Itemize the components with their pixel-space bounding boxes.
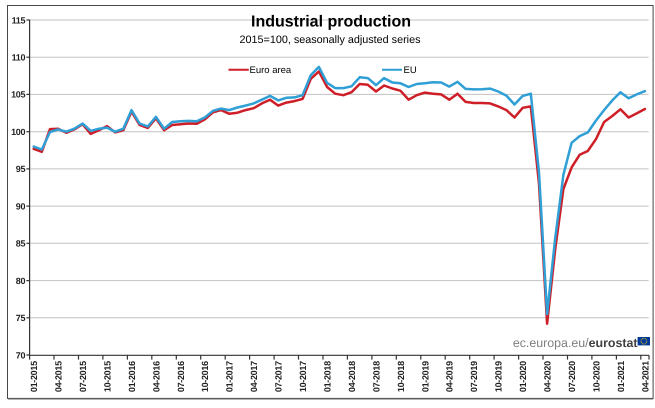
svg-text:01-2017: 01-2017 [225,361,235,392]
svg-text:Industrial production: Industrial production [251,14,411,31]
svg-text:10-2020: 10-2020 [591,361,601,392]
svg-text:07-2016: 07-2016 [176,361,186,392]
svg-text:01-2018: 01-2018 [323,361,333,392]
svg-text:ec.europa.eu/eurostat: ec.europa.eu/eurostat [513,336,638,350]
svg-text:10-2018: 10-2018 [396,361,406,392]
svg-text:2015=100, seasonally adjusted: 2015=100, seasonally adjusted series [240,34,422,46]
svg-text:04-2020: 04-2020 [543,361,553,392]
svg-text:01-2019: 01-2019 [420,361,430,392]
svg-text:01-2021: 01-2021 [616,361,626,392]
svg-text:07-2017: 07-2017 [274,361,284,392]
svg-text:01-2016: 01-2016 [127,361,137,392]
svg-text:04-2015: 04-2015 [54,361,64,392]
svg-text:100: 100 [11,127,25,137]
svg-text:110: 110 [12,53,26,63]
svg-text:90: 90 [16,201,26,211]
svg-text:10-2016: 10-2016 [200,361,210,392]
svg-text:80: 80 [16,276,26,286]
svg-text:75: 75 [16,313,26,323]
svg-text:04-2016: 04-2016 [151,361,161,392]
svg-text:10-2017: 10-2017 [298,361,308,392]
svg-text:95: 95 [16,164,26,174]
svg-text:04-2019: 04-2019 [445,361,455,392]
svg-text:01-2015: 01-2015 [29,361,39,392]
svg-text:07-2018: 07-2018 [371,361,381,392]
svg-text:115: 115 [12,15,26,25]
svg-text:EU: EU [404,65,417,76]
svg-text:Euro area: Euro area [250,65,292,76]
svg-text:04-2021: 04-2021 [640,361,650,392]
svg-text:10-2019: 10-2019 [494,361,504,392]
svg-text:10-2015: 10-2015 [102,361,112,392]
svg-text:07-2019: 07-2019 [469,361,479,392]
svg-text:105: 105 [11,90,25,100]
svg-text:70: 70 [16,350,26,360]
svg-text:04-2018: 04-2018 [347,361,357,392]
svg-text:01-2020: 01-2020 [518,361,528,392]
svg-text:04-2017: 04-2017 [249,361,259,392]
svg-text:85: 85 [16,239,26,249]
svg-text:07-2015: 07-2015 [78,361,88,392]
svg-text:07-2020: 07-2020 [567,361,577,392]
